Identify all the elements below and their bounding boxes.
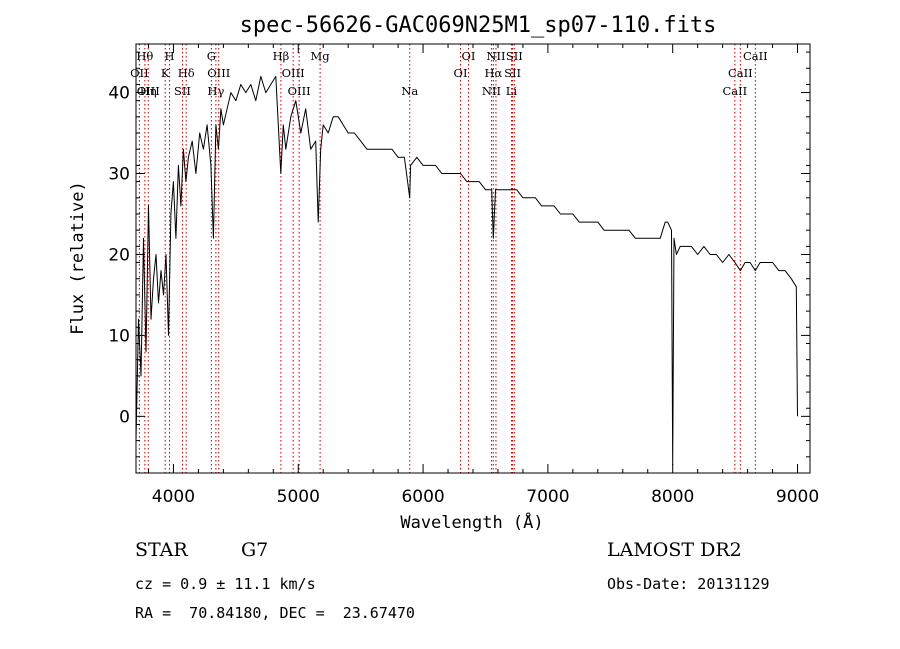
- line-label: G: [207, 49, 216, 63]
- line-label: Hδ: [178, 66, 195, 80]
- x-tick-label: 9000: [776, 487, 819, 507]
- flux-series-line: [135, 75, 798, 466]
- line-label: Hα: [484, 66, 502, 80]
- line-label: SII: [506, 49, 523, 63]
- line-label: Na: [401, 84, 418, 98]
- y-tick-label: 0: [119, 407, 130, 427]
- survey-name: LAMOST DR2: [607, 539, 742, 561]
- observation-date: Obs-Date: 20131129: [607, 575, 770, 593]
- line-label: OII: [130, 66, 149, 80]
- y-tick-label: 40: [108, 84, 130, 104]
- line-label: SII: [174, 84, 191, 98]
- line-label: NII: [486, 49, 505, 63]
- line-label: Hβ: [273, 49, 290, 63]
- coordinates-text: RA = 70.84180, DEC = 23.67470: [135, 604, 415, 622]
- object-class: STAR: [135, 539, 188, 561]
- axis-ticks: 4000 5000 6000 7000 8000 9000 0 10 20 30 40: [108, 44, 819, 507]
- line-label: NII: [482, 84, 501, 98]
- line-label: OIII: [282, 66, 305, 80]
- x-tick-label: 8000: [651, 487, 694, 507]
- line-label: Hη: [140, 84, 157, 98]
- line-label: OIII: [288, 84, 311, 98]
- spectral-line-markers: [138, 44, 756, 473]
- line-label: K: [161, 66, 170, 80]
- line-label: OI: [462, 49, 476, 63]
- spectral-line-labels: HθOIIOIIIHηKHHδSIIGHγOIIIHβOIIIOIIIMgNaO…: [130, 49, 768, 98]
- line-label: OIII: [207, 66, 230, 80]
- x-axis-label: Wavelength (Å): [400, 511, 543, 533]
- line-label: Mg: [311, 49, 331, 63]
- line-label: Li: [506, 84, 518, 98]
- chart-title: spec-56626-GAC069N25M1_sp07-110.fits: [240, 13, 717, 38]
- line-label: CaII: [743, 49, 768, 63]
- x-tick-label: 5000: [277, 487, 320, 507]
- redshift-text: cz = 0.9 ± 11.1 km/s: [135, 575, 316, 593]
- line-label: SII: [504, 66, 521, 80]
- line-label: CaII: [728, 66, 753, 80]
- x-tick-label: 7000: [526, 487, 569, 507]
- y-tick-label: 20: [108, 245, 130, 265]
- line-label: OIII: [137, 84, 160, 98]
- line-label: Hθ: [136, 49, 153, 63]
- x-tick-label: 6000: [401, 487, 444, 507]
- line-label: OI: [454, 66, 468, 80]
- x-tick-label: 4000: [152, 487, 195, 507]
- plot-frame: [135, 43, 811, 474]
- object-subclass: G7: [241, 539, 269, 561]
- y-tick-label: 30: [108, 165, 130, 185]
- y-tick-label: 10: [108, 326, 130, 346]
- line-label: H: [165, 49, 175, 63]
- line-label: CaII: [722, 84, 747, 98]
- line-label: Hγ: [207, 84, 224, 98]
- y-axis-label: Flux (relative): [68, 181, 88, 335]
